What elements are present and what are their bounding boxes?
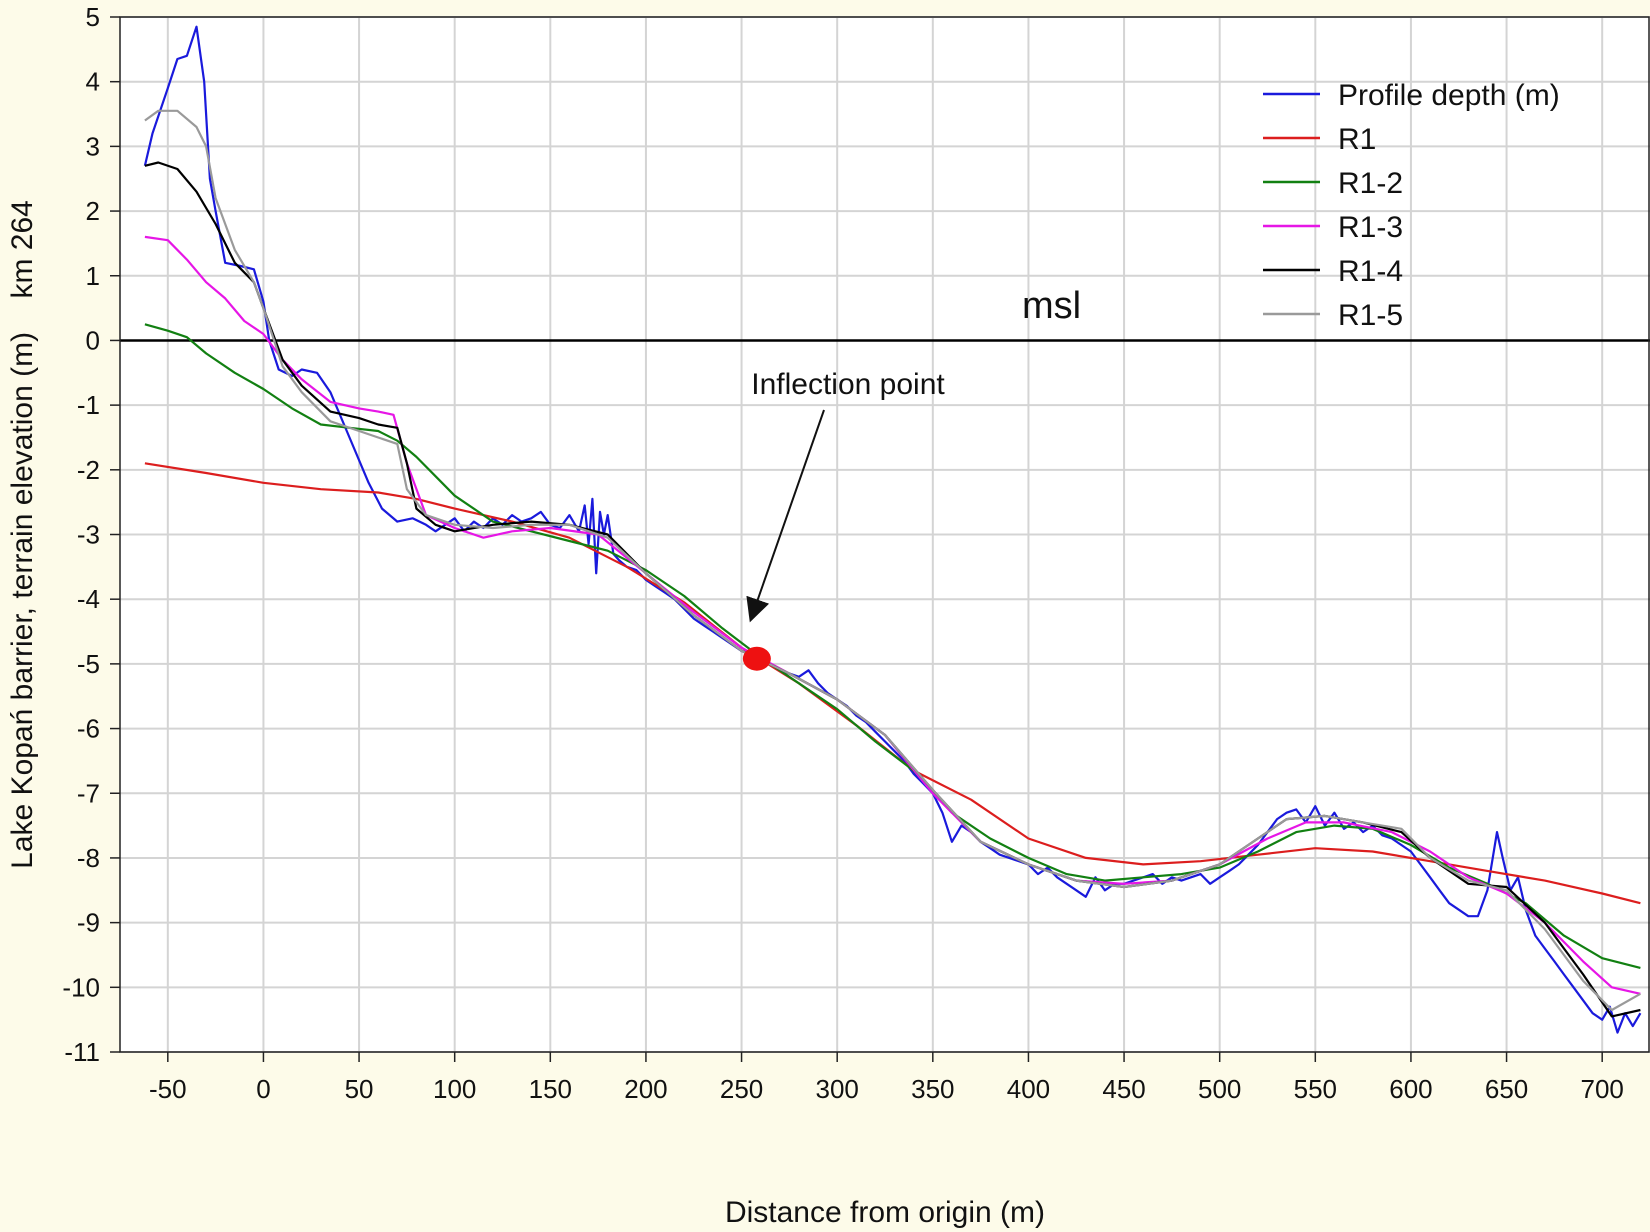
- inflection-point-label: Inflection point: [751, 368, 945, 401]
- y-tick-label: -1: [77, 390, 100, 420]
- x-tick-label: -50: [149, 1074, 187, 1104]
- ticks: [110, 16, 1603, 1062]
- y-tick-label: 0: [86, 325, 100, 355]
- y-tick-label: -7: [77, 778, 100, 808]
- y-tick-label: -9: [77, 908, 100, 938]
- x-tick-label: 600: [1389, 1074, 1432, 1104]
- y-tick-label: 4: [86, 67, 100, 97]
- msl-annotation: msl: [1022, 285, 1081, 327]
- y-tick-label: -6: [77, 714, 100, 744]
- x-tick-label: 700: [1580, 1074, 1623, 1104]
- x-tick-label: 300: [815, 1074, 858, 1104]
- y-tick-label: -10: [62, 972, 100, 1002]
- y-tick-label: 1: [86, 261, 100, 291]
- legend-label: R1-5: [1338, 299, 1403, 332]
- x-axis-label: Distance from origin (m): [725, 1196, 1045, 1229]
- y-tick-label: -3: [77, 520, 100, 550]
- x-tick-label: 400: [1007, 1074, 1050, 1104]
- inflection-point-marker: [742, 646, 771, 671]
- y-tick-labels: 5 4 3 2 1 0 -1 -2 -3 -4 -5 -6 -7 -8 -9 -10 -11: [62, 2, 100, 1067]
- series-line-5: [144, 109, 1641, 1012]
- legend-label: Profile depth (m): [1338, 79, 1560, 112]
- legend-label: R1: [1338, 123, 1376, 156]
- x-tick-label: 200: [624, 1074, 667, 1104]
- legend-label: R1-2: [1338, 167, 1403, 200]
- x-tick-label: 500: [1198, 1074, 1241, 1104]
- y-tick-label: 3: [86, 131, 100, 161]
- legend: Profile depth (m) R1 R1-2 R1-3 R1-4 R1-5: [1263, 79, 1560, 332]
- legend-label: R1-3: [1338, 211, 1403, 244]
- x-tick-label: 450: [1102, 1074, 1145, 1104]
- x-tick-label: 350: [911, 1074, 954, 1104]
- series-group: [143, 25, 1642, 1034]
- y-tick-label: -8: [77, 843, 100, 873]
- y-axis-label: Lake Kopań barrier, terrain elevation (m…: [6, 200, 39, 869]
- legend-label: R1-4: [1338, 255, 1403, 288]
- x-tick-label: 0: [256, 1074, 270, 1104]
- x-tick-label: 50: [345, 1074, 374, 1104]
- y-tick-label: -5: [77, 649, 100, 679]
- y-tick-label: -4: [77, 584, 100, 614]
- x-tick-label: 100: [433, 1074, 476, 1104]
- x-tick-label: 150: [529, 1074, 572, 1104]
- y-tick-label: 5: [86, 2, 100, 32]
- x-tick-label: 550: [1294, 1074, 1337, 1104]
- y-tick-label: -2: [77, 455, 100, 485]
- y-tick-label: -11: [64, 1037, 100, 1067]
- x-tick-labels: -50 0 50 100 150 200 250 300 350 400 450 500 550 600 6…: [149, 1074, 1624, 1104]
- y-tick-label: 2: [86, 196, 100, 226]
- x-tick-label: 250: [720, 1074, 763, 1104]
- x-tick-label: 650: [1485, 1074, 1528, 1104]
- series-line-2: [144, 323, 1641, 969]
- inflection-arrow: [746, 409, 825, 623]
